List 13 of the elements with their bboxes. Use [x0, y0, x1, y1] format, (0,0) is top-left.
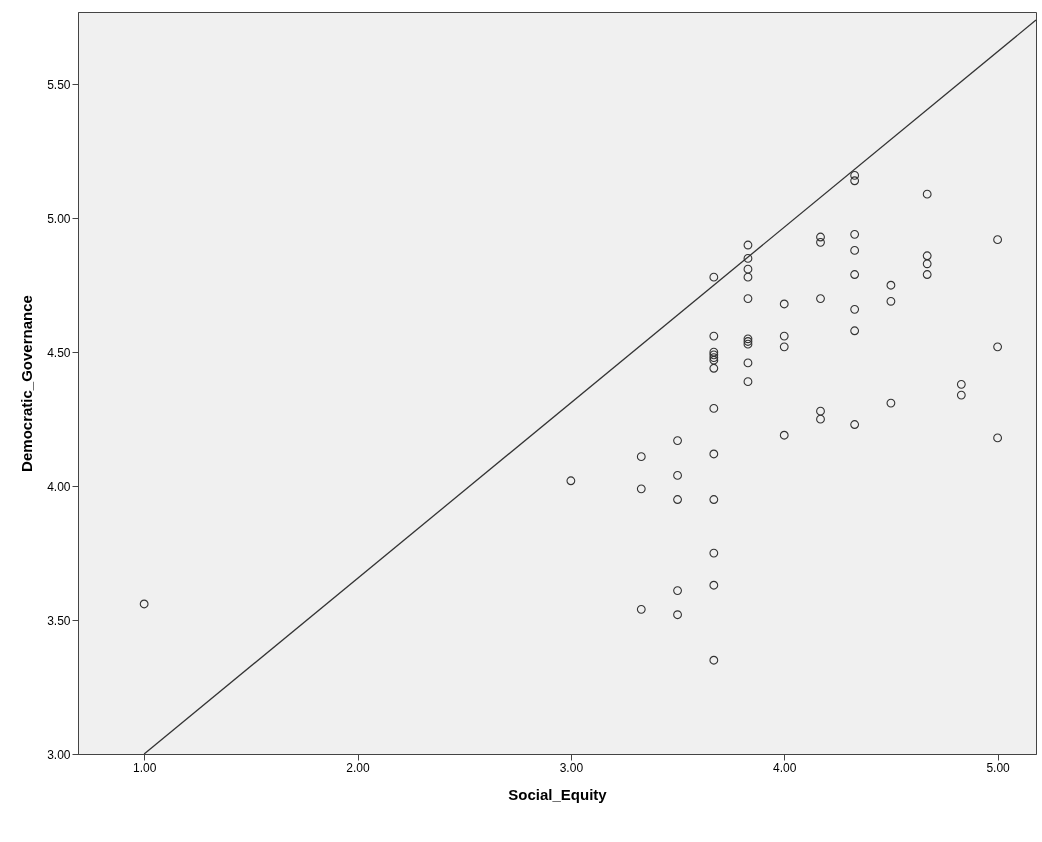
x-tick-label: 1.00	[132, 760, 157, 775]
y-tick-label: 3.00	[47, 747, 71, 762]
y-axis-title: Democratic_Governance	[18, 295, 36, 472]
y-tick-label: 3.50	[47, 613, 71, 628]
x-tick-label: 5.00	[986, 760, 1011, 775]
x-axis-title: Social_Equity	[508, 785, 608, 803]
y-tick-label: 4.50	[47, 345, 71, 360]
x-tick-label: 2.00	[346, 760, 371, 775]
y-tick-label: 4.00	[47, 479, 71, 494]
x-tick-label: 4.00	[773, 760, 797, 775]
y-tick-label: 5.50	[47, 77, 71, 92]
x-tick-label: 3.00	[559, 760, 584, 775]
y-tick-label: 5.00	[47, 211, 71, 226]
